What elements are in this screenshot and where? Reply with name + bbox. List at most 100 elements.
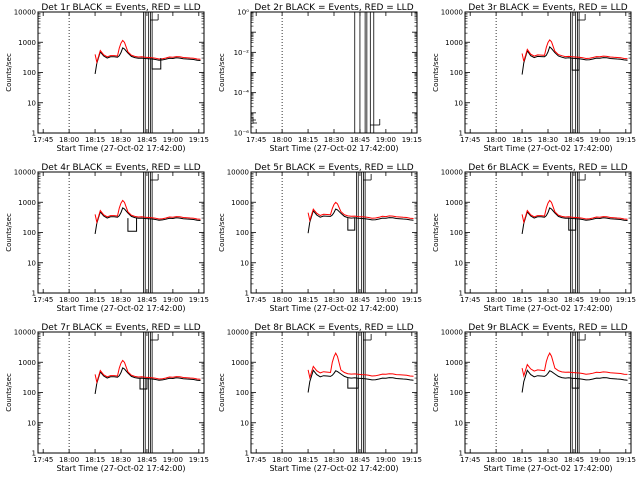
x-tick-label: 17:45 [33, 296, 53, 304]
y-tick-label: 1 [32, 130, 36, 138]
events-series-line [307, 208, 414, 234]
x-tick-label: 19:15 [402, 456, 422, 464]
x-tick-label: 18:30 [111, 456, 131, 464]
x-tick-label: 19:00 [590, 296, 610, 304]
x-tick-label: 19:00 [590, 136, 610, 144]
y-tick-label: 10 [240, 259, 249, 267]
panel-title: Det 2r BLACK = Events, RED = LLD [254, 3, 413, 13]
x-tick-label: 17:45 [246, 456, 266, 464]
events-series-line [521, 207, 628, 234]
lld-series-line [521, 39, 628, 62]
x-tick-label: 18:15 [298, 456, 318, 464]
x-tick-label: 18:45 [350, 136, 370, 144]
x-tick-label: 19:15 [189, 296, 209, 304]
y-axis-label: Counts/sec [432, 213, 440, 252]
x-axis-label: Start Time (27-Oct-02 17:42:00) [56, 304, 185, 313]
y-tick-label: 10 [454, 259, 463, 267]
y-tick-label: 100 [236, 229, 249, 237]
y-tick-label: 10⁻⁶ [234, 130, 250, 138]
panel-title: Det 5r BLACK = Events, RED = LLD [254, 163, 413, 173]
x-tick-label: 18:30 [538, 136, 558, 144]
lld-series-line [521, 199, 628, 225]
y-axis-label: Counts/sec [5, 213, 13, 252]
y-tick-label: 1000 [445, 359, 463, 367]
y-axis-label: Counts/sec [432, 373, 440, 412]
x-axis-label: Start Time (27-Oct-02 17:42:00) [56, 464, 185, 473]
x-tick-label: 18:00 [272, 136, 292, 144]
x-tick-label: 18:45 [564, 136, 584, 144]
events-dip-segment [127, 218, 138, 232]
x-tick-label: 19:15 [402, 136, 422, 144]
y-tick-label: 100 [23, 229, 36, 237]
x-tick-label: 18:45 [564, 296, 584, 304]
x-tick-label: 19:00 [163, 296, 183, 304]
lld-series-line [521, 352, 628, 378]
x-tick-label: 18:15 [298, 296, 318, 304]
plot-frame [464, 331, 632, 454]
y-axis-label: Counts/sec [5, 53, 13, 92]
x-tick-label: 19:15 [189, 456, 209, 464]
detector-panel-9: Det 9r BLACK = Events, RED = LLD 17:45 18:… [432, 323, 636, 473]
y-tick-label: 10 [240, 419, 249, 427]
detector-panel-7: Det 7r BLACK = Events, RED = LLD 17:45 18:… [5, 323, 209, 473]
detector-panel-5: Det 5r BLACK = Events, RED = LLD 17:45 18:… [218, 163, 422, 313]
x-tick-label: 18:15 [85, 136, 105, 144]
plot-frame [250, 11, 418, 134]
y-tick-label: 10 [454, 99, 463, 107]
x-tick-label: 17:45 [460, 456, 480, 464]
x-tick-label: 18:15 [85, 456, 105, 464]
y-tick-label: 10⁻² [234, 49, 250, 57]
events-dip-segment [571, 58, 580, 71]
y-tick-label: 10 [27, 99, 36, 107]
y-tick-label: 10000 [14, 9, 36, 17]
y-tick-label: 100 [450, 229, 463, 237]
x-tick-label: 18:30 [324, 136, 344, 144]
panel-title: Det 8r BLACK = Events, RED = LLD [254, 323, 413, 333]
x-tick-label: 18:15 [85, 296, 105, 304]
x-tick-label: 18:00 [486, 456, 506, 464]
plot-frame [37, 331, 205, 454]
events-series-line [307, 369, 414, 393]
x-tick-label: 19:15 [402, 296, 422, 304]
y-axis-label: Counts/sec [432, 53, 440, 92]
y-tick-label: 1000 [445, 39, 463, 47]
y-tick-label: 10 [454, 419, 463, 427]
events-series-line [521, 46, 628, 75]
x-tick-label: 18:45 [350, 456, 370, 464]
y-tick-label: 10 [27, 419, 36, 427]
y-tick-label: 1 [245, 290, 249, 298]
y-tick-label: 1 [32, 290, 36, 298]
y-axis-label: Counts/sec [5, 373, 13, 412]
y-tick-label: 1000 [18, 199, 36, 207]
y-tick-label: 100 [450, 69, 463, 77]
x-tick-label: 17:45 [246, 136, 266, 144]
y-tick-label: 1 [459, 450, 463, 458]
x-tick-label: 18:00 [486, 136, 506, 144]
y-tick-label: 100 [23, 389, 36, 397]
y-tick-label: 1000 [231, 199, 249, 207]
x-tick-label: 18:45 [350, 296, 370, 304]
plot-frame [37, 171, 205, 294]
y-tick-label: 10000 [441, 9, 463, 17]
detector-panel-2: Det 2r BLACK = Events, RED = LLD 17:45 18:… [218, 3, 422, 153]
x-tick-label: 17:45 [460, 296, 480, 304]
y-tick-label: 10000 [14, 329, 36, 337]
x-axis-label: Start Time (27-Oct-02 17:42:00) [269, 304, 398, 313]
events-dip-segment [347, 218, 356, 231]
detector-panel-1: Det 1r BLACK = Events, RED = LLD 17:45 18:… [5, 3, 209, 153]
x-tick-label: 18:00 [59, 456, 79, 464]
y-tick-label: 10000 [14, 169, 36, 177]
x-tick-label: 18:30 [111, 296, 131, 304]
x-tick-label: 18:30 [324, 456, 344, 464]
y-axis-label: Counts/sec [218, 373, 226, 412]
y-tick-label: 100 [23, 69, 36, 77]
events-series-line [94, 367, 201, 394]
x-tick-label: 18:30 [324, 296, 344, 304]
x-tick-label: 18:00 [59, 296, 79, 304]
y-tick-label: 10⁻⁴ [234, 89, 250, 97]
x-axis-label: Start Time (27-Oct-02 17:42:00) [269, 144, 398, 153]
y-tick-label: 10⁰ [237, 9, 249, 17]
y-tick-label: 1 [459, 290, 463, 298]
x-axis-label: Start Time (27-Oct-02 17:42:00) [483, 464, 612, 473]
